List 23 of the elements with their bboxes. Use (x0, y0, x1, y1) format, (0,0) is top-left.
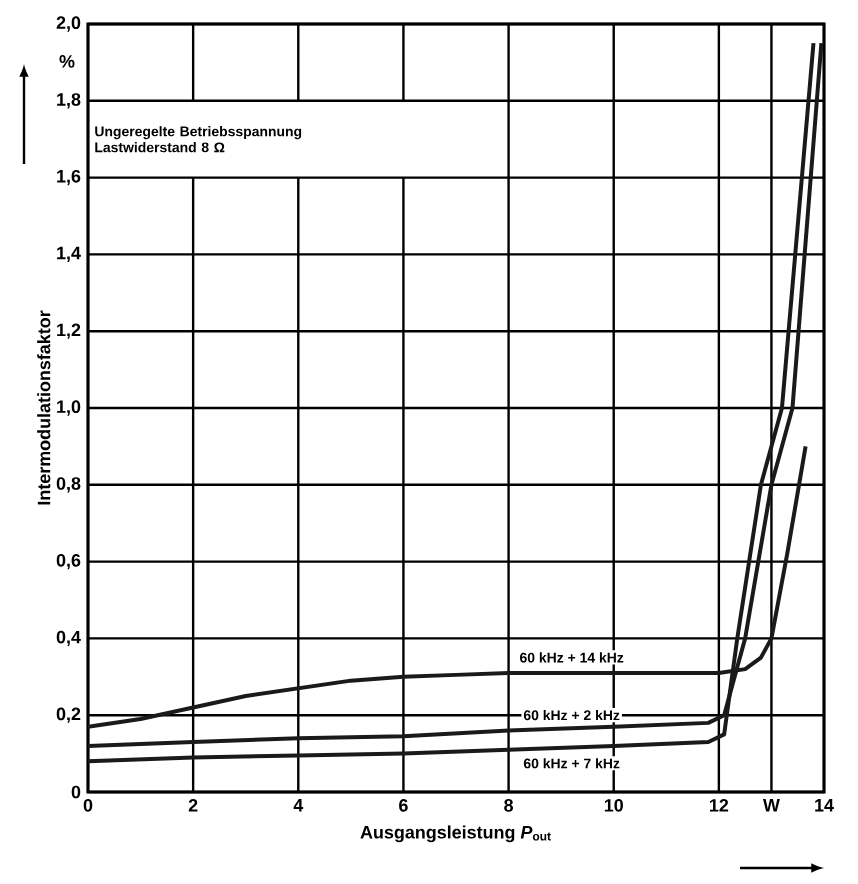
x-tick-label: W (763, 799, 780, 812)
x-tick-label: 4 (293, 799, 304, 812)
y-tick-label: 0,4 (56, 630, 81, 647)
y-tick-label: 1,6 (57, 169, 81, 186)
x-tick-label: 8 (504, 799, 514, 812)
y-axis-title: Intermodulationsfaktor (37, 310, 51, 505)
y-tick-label: 0,8 (56, 477, 81, 493)
x-tick-label: 2 (188, 799, 198, 812)
y-tick-label: 1,0 (57, 400, 81, 416)
y-tick-label: 0,2 (56, 707, 81, 723)
x-tick-label: 6 (399, 799, 408, 812)
x-tick-label: 12 (710, 799, 729, 812)
x-tick-label: 10 (604, 799, 623, 812)
y-tick-label: 1,2 (57, 323, 81, 339)
y-tick-label: 1,8 (57, 93, 81, 109)
x-axis-title: Ausgangsleistung P$_{out}$ (360, 825, 551, 843)
x-tick-label: 0 (83, 799, 93, 812)
y-tick-label: 0,6 (56, 553, 81, 570)
x-tick-label: 14 (815, 799, 834, 812)
y-tick-label: 1,4 (57, 246, 81, 262)
y-tick-label: 2,0 (56, 16, 81, 32)
y-tick-label: 0 (71, 785, 81, 799)
text: % (59, 55, 75, 68)
